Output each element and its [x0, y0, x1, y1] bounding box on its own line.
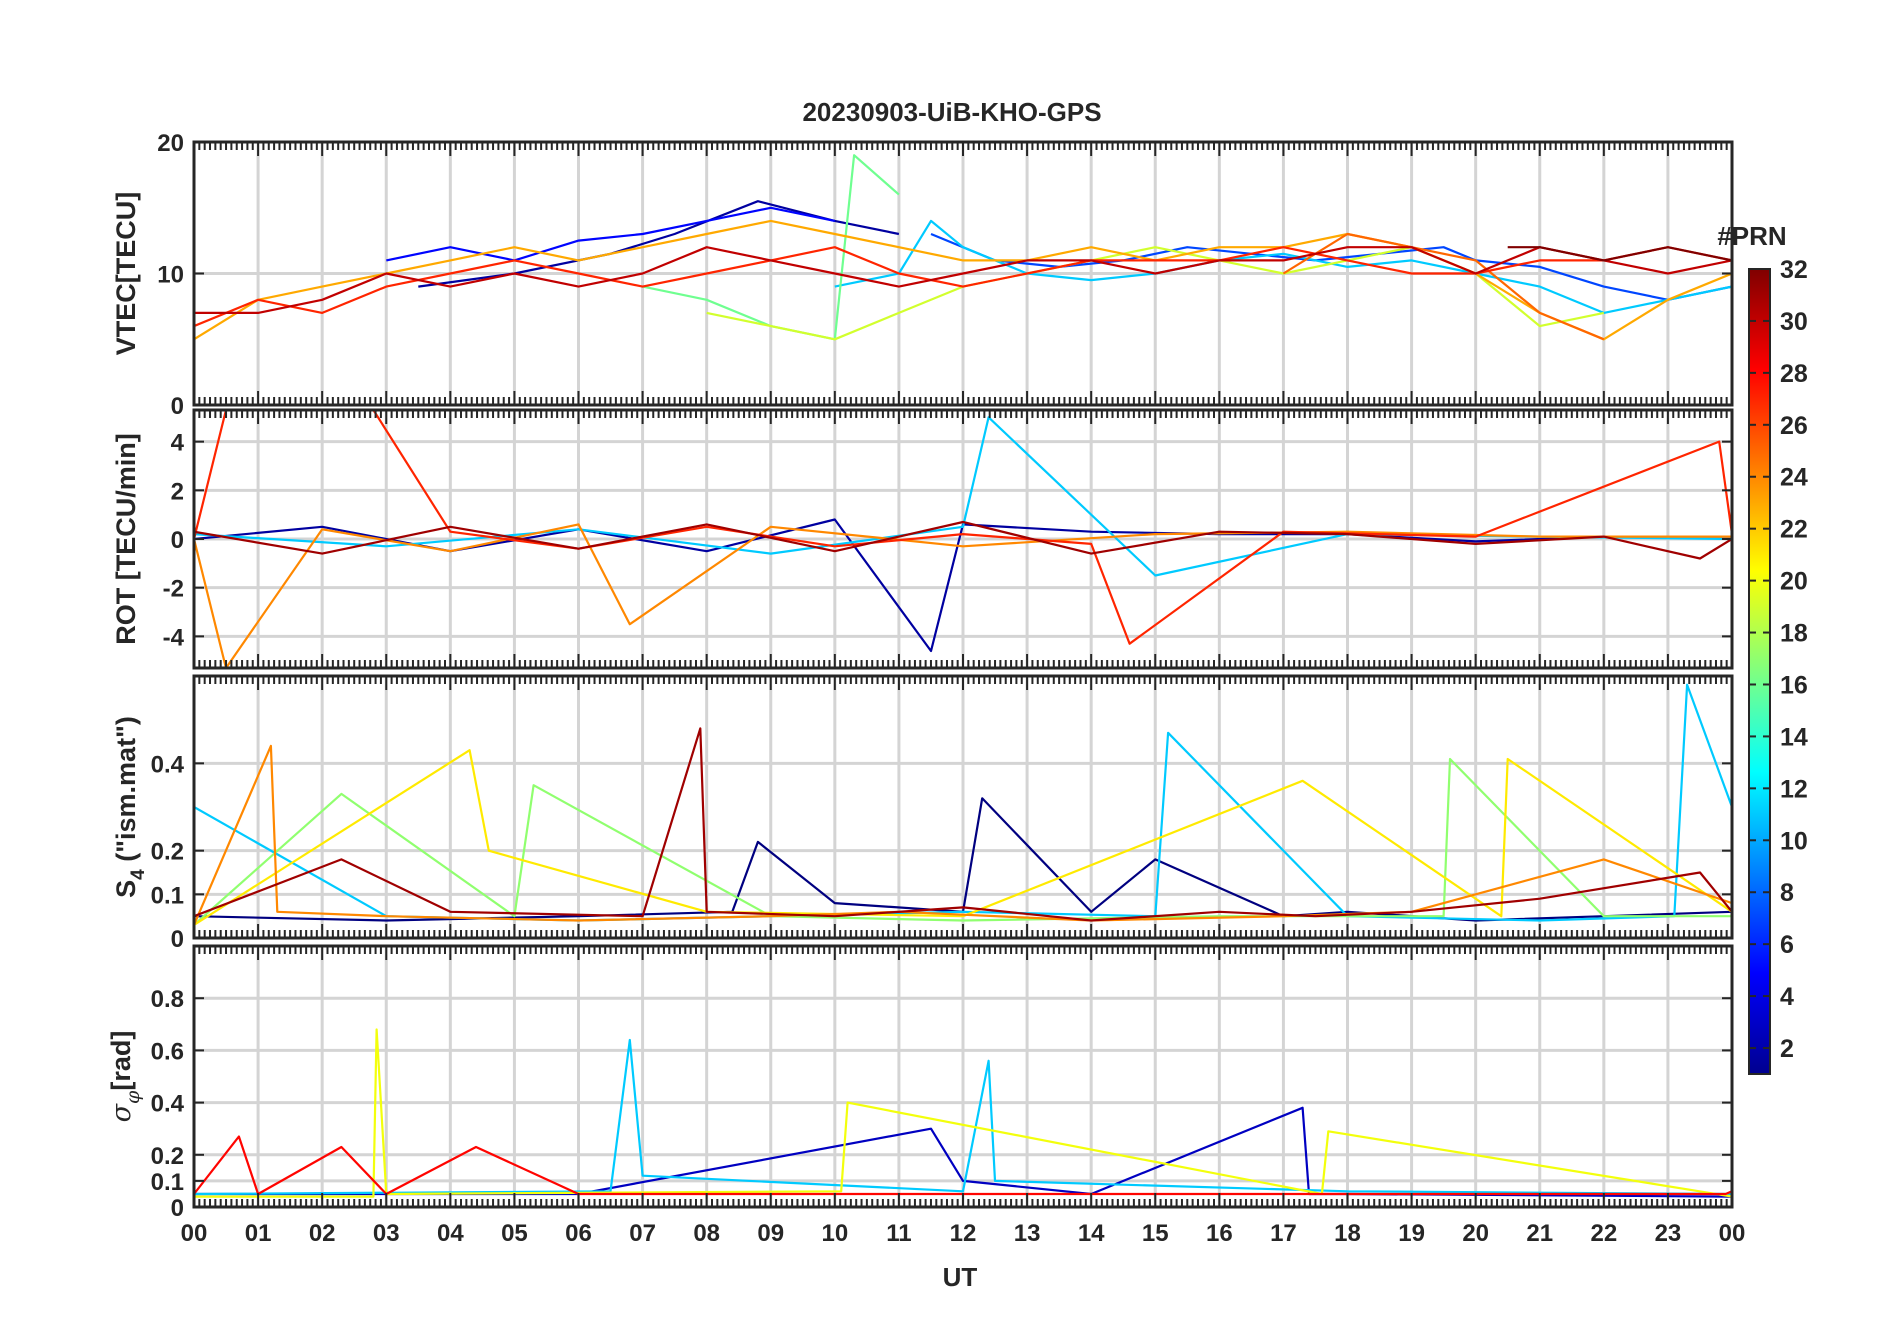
- series-prn-25: [1282, 232, 1605, 341]
- y-tick-label: 0: [171, 1195, 184, 1222]
- x-tick-label: 06: [565, 1220, 592, 1247]
- y-tick-label: 2: [171, 478, 184, 505]
- x-tick-label: 00: [181, 1220, 208, 1247]
- panel-s4: 0 0.1 0.2 0.4S4 ("ism.mat"): [111, 674, 1734, 953]
- colorbar-tick-label: 14: [1780, 723, 1808, 751]
- x-tick-label: 01: [245, 1220, 272, 1247]
- series-prn-31: [194, 520, 1732, 560]
- x-tick-label: 11: [886, 1220, 911, 1247]
- x-tick-label: 19: [1398, 1220, 1425, 1247]
- x-tick-label: 12: [950, 1220, 977, 1247]
- series-prn-31: [194, 727, 1732, 922]
- series-prn-30: [194, 246, 1732, 314]
- y-tick-label: 0: [171, 393, 184, 420]
- y-tick-label: 0.2: [151, 839, 184, 866]
- colorbar-tick-label: 12: [1780, 775, 1808, 803]
- x-tick-label: 15: [1142, 1220, 1169, 1247]
- y-tick-label: 0.1: [151, 1169, 184, 1196]
- y-tick-label: 0.8: [151, 986, 184, 1013]
- colorbar-label: #PRN: [1717, 221, 1786, 251]
- x-tick-label: 23: [1655, 1220, 1682, 1247]
- series-prn-5: [386, 206, 836, 262]
- series-prn-28: [194, 1135, 1732, 1196]
- y-tick-label: 10: [157, 262, 184, 289]
- panel-vtec: 0 10 20 VTEC[TECU]: [111, 130, 1734, 420]
- series-prn-11: [194, 1038, 1732, 1196]
- y-tick-label: 4: [171, 430, 185, 457]
- x-axis-label: UT: [943, 1262, 978, 1292]
- series-prn-27: [194, 410, 1732, 645]
- colorbar-tick-label: 24: [1780, 464, 1808, 492]
- x-tick-label: 07: [629, 1220, 656, 1247]
- x-tick-label: 22: [1590, 1220, 1617, 1247]
- colorbar-tick-label: 8: [1780, 879, 1794, 907]
- x-tick-label: 20: [1462, 1220, 1489, 1247]
- series-prn-21: [194, 749, 1732, 926]
- y-tick-label: 0.4: [151, 1091, 185, 1118]
- x-tick-label: 10: [821, 1220, 848, 1247]
- y-tick-label: -2: [163, 576, 184, 603]
- x-tick-label: 05: [501, 1220, 528, 1247]
- y-tick-label: 0: [171, 527, 184, 554]
- colorbar-tick-label: 28: [1780, 360, 1808, 388]
- x-tick-labels: 00 01 02 03 04 05 06 07 08 09 10 11 12 13 14 15 16 17 18 19…: [181, 1220, 1746, 1247]
- x-tick-label: 02: [309, 1220, 336, 1247]
- colorbar-tick-label: 16: [1780, 671, 1808, 699]
- y-axis-label-rot: ROT [TECU/min]: [111, 433, 141, 644]
- colorbar-tick-label: 30: [1780, 308, 1808, 336]
- series-prn-20: [194, 1028, 1732, 1198]
- y-axis-label-vtec: VTEC[TECU]: [111, 192, 141, 356]
- y-axis-label-sigma_phi: σφ[rad]: [106, 1031, 144, 1123]
- y-tick-label: -4: [163, 624, 185, 651]
- x-tick-label: 17: [1270, 1220, 1297, 1247]
- y-tick-label: 0.4: [151, 751, 185, 778]
- series-prn-17: [194, 757, 1732, 926]
- y-tick-label: 20: [157, 130, 184, 157]
- x-tick-label: 03: [373, 1220, 400, 1247]
- x-tick-label: 00: [1719, 1220, 1746, 1247]
- series-prn-24: [194, 523, 1732, 668]
- colorbar-tick-label: 18: [1780, 620, 1808, 648]
- figure-title: 20230903-UiB-KHO-GPS: [802, 97, 1101, 127]
- panel-sigma_phi: 00.10.2 0.4 0.6 0.8 σφ[rad]: [106, 944, 1734, 1222]
- y-tick-label: 0.6: [151, 1038, 184, 1065]
- colorbar-tick-label: 20: [1780, 568, 1808, 596]
- colorbar-tick-label: 32: [1780, 256, 1808, 284]
- x-tick-label: 08: [693, 1220, 720, 1247]
- x-tick-label: 14: [1078, 1220, 1105, 1247]
- colorbar-tick-label: 2: [1780, 1035, 1794, 1063]
- y-tick-label: 0: [171, 926, 184, 953]
- x-tick-label: 09: [757, 1220, 784, 1247]
- colorbar-tick-label: 6: [1780, 931, 1794, 959]
- colorbar-tick-label: 26: [1780, 412, 1808, 440]
- x-tick-label: 21: [1526, 1220, 1553, 1247]
- series-prn-32: [1507, 246, 1732, 262]
- series-prn-11: [834, 219, 1732, 314]
- x-tick-label: 16: [1206, 1220, 1233, 1247]
- panel-rot: -4 -2 0 2 4 ROT [TECU/min]: [111, 408, 1734, 670]
- x-tick-label: 18: [1334, 1220, 1361, 1247]
- colorbar-tick-label: 4: [1780, 983, 1794, 1011]
- y-tick-label: 0.1: [151, 882, 184, 909]
- colorbar-tick-label: 22: [1780, 516, 1808, 544]
- colorbar-gradient: [1748, 268, 1771, 1075]
- y-tick-label: 0.2: [151, 1143, 184, 1170]
- colorbar-tick-label: 10: [1780, 827, 1808, 855]
- x-tick-label: 13: [1014, 1220, 1041, 1247]
- x-tick-label: 04: [437, 1220, 464, 1247]
- y-axis-label-s4: S4 ("ism.mat"): [111, 716, 149, 898]
